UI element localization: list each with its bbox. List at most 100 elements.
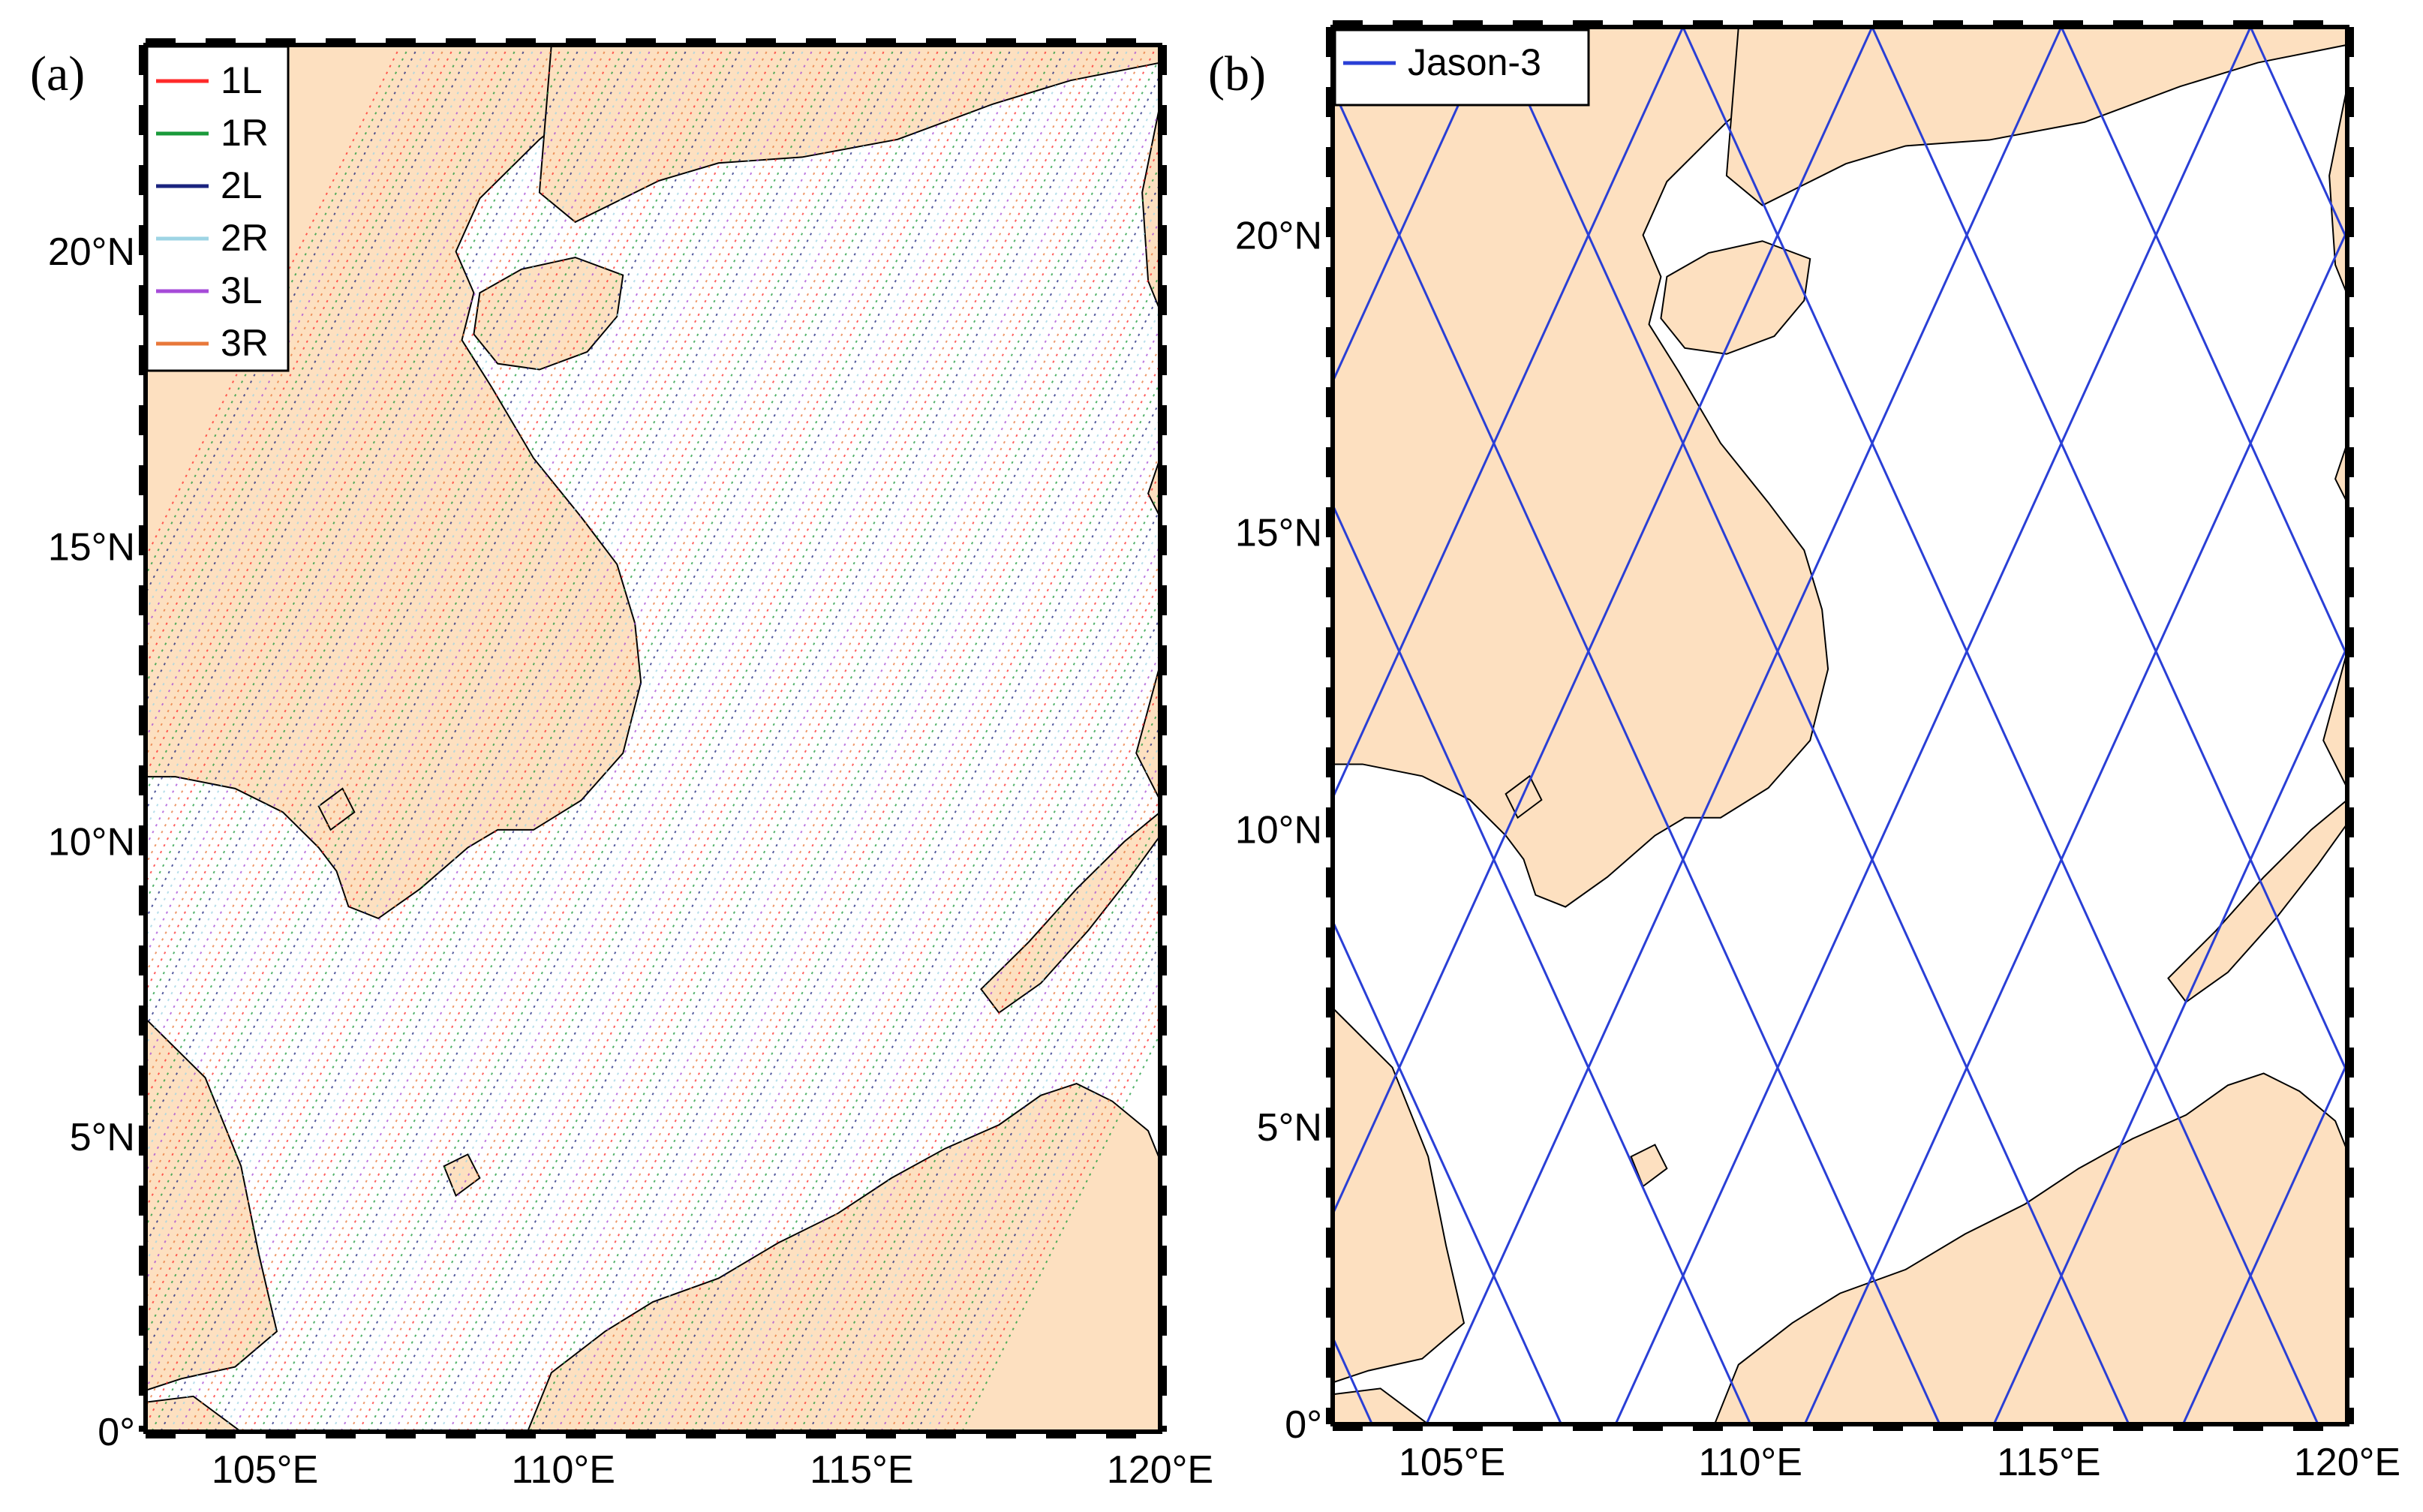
altimeter-track — [160, 45, 852, 1432]
frame-dash — [1326, 327, 1335, 357]
frame-dash — [1326, 1288, 1335, 1318]
y-tick-label: 10°N — [1235, 809, 1322, 852]
frame-dash — [2345, 27, 2354, 57]
altimeter-track — [146, 45, 744, 1247]
frame-dash — [2345, 267, 2354, 297]
frame-dash — [2113, 1422, 2143, 1431]
altimeter-track — [466, 45, 1158, 1432]
frame-dash — [139, 885, 148, 915]
altimeter-track — [146, 45, 735, 1229]
frame-dash — [2293, 20, 2323, 29]
frame-dash — [1933, 1422, 1963, 1431]
frame-dash — [1933, 20, 1963, 29]
altimeter-track — [146, 45, 726, 1210]
altimeter-track — [889, 887, 1160, 1432]
frame-dash — [2345, 567, 2354, 597]
altimeter-track — [925, 960, 1160, 1432]
legend-label: 2R — [221, 217, 269, 259]
altimeter-track — [146, 45, 645, 1048]
frame-dash — [1158, 825, 1167, 855]
frame-dash — [1326, 207, 1335, 237]
frame-dash — [1158, 1306, 1167, 1336]
altimeter-track — [169, 45, 861, 1432]
altimeter-track — [259, 45, 951, 1432]
frame-dash — [446, 1429, 476, 1438]
altimeter-track — [277, 45, 969, 1432]
legend-label: 1R — [221, 112, 269, 154]
x-tick-label: 120°E — [1107, 1448, 1213, 1492]
frame-dash — [1513, 20, 1543, 29]
frame-dash — [986, 38, 1016, 47]
altimeter-track — [241, 45, 933, 1432]
altimeter-track — [727, 561, 1160, 1432]
altimeter-track — [718, 543, 1160, 1432]
altimeter-track — [520, 146, 1160, 1432]
panel-b-frame-dashes — [1326, 20, 2354, 1431]
altimeter-track — [628, 362, 1160, 1432]
altimeter-track — [146, 45, 672, 1102]
frame-dash — [1326, 567, 1335, 597]
frame-dash — [1326, 807, 1335, 837]
frame-dash — [1326, 1048, 1335, 1078]
altimeter-track — [448, 45, 1140, 1432]
altimeter-track — [146, 45, 555, 867]
altimeter-track — [403, 45, 1095, 1432]
frame-dash — [139, 1306, 148, 1336]
frame-dash — [1326, 1168, 1335, 1198]
frame-dash — [139, 285, 148, 315]
altimeter-track — [655, 416, 1160, 1432]
altimeter-track — [146, 45, 618, 993]
frame-dash — [1513, 1422, 1543, 1431]
altimeter-track — [295, 45, 987, 1432]
frame-dash — [2113, 20, 2143, 29]
altimeter-track — [817, 742, 1160, 1432]
y-tick-label: 15°N — [48, 525, 135, 569]
altimeter-track — [146, 45, 546, 849]
y-tick-label: 10°N — [48, 821, 135, 864]
tracks-b — [1333, 27, 2347, 1424]
frame-dash — [139, 225, 148, 255]
altimeter-track — [799, 706, 1160, 1432]
frame-dash — [1106, 38, 1136, 47]
altimeter-track — [880, 869, 1160, 1432]
altimeter-track — [610, 326, 1160, 1432]
frame-dash — [139, 405, 148, 435]
altimeter-track — [146, 45, 600, 957]
frame-dash — [1326, 1108, 1335, 1138]
frame-dash — [1158, 225, 1167, 255]
frame-dash — [1633, 20, 1663, 29]
panel-b-legend: Jason-3 — [1333, 29, 1590, 107]
altimeter-track — [421, 45, 1113, 1432]
altimeter-track — [601, 308, 1160, 1432]
frame-dash — [1158, 1005, 1167, 1036]
jason3-track — [1425, 27, 2063, 1424]
frame-dash — [866, 1429, 896, 1438]
altimeter-track — [862, 833, 1160, 1432]
altimeter-track — [547, 200, 1160, 1432]
legend-label: 2L — [221, 164, 263, 206]
frame-dash — [446, 38, 476, 47]
altimeter-track — [146, 45, 690, 1138]
frame-dash — [2345, 387, 2354, 417]
altimeter-track — [322, 45, 1014, 1432]
frame-dash — [626, 1429, 656, 1438]
frame-dash — [139, 165, 148, 195]
altimeter-track — [146, 45, 717, 1192]
frame-dash — [2345, 87, 2354, 117]
altimeter-track — [331, 45, 1023, 1432]
altimeter-track — [664, 435, 1160, 1432]
frame-dash — [1693, 1422, 1723, 1431]
altimeter-track — [146, 45, 771, 1301]
frame-dash — [1326, 987, 1335, 1018]
altimeter-track — [178, 45, 870, 1432]
altimeter-track — [574, 254, 1160, 1432]
frame-dash — [139, 645, 148, 675]
frame-dash — [506, 1429, 536, 1438]
altimeter-track — [898, 905, 1160, 1432]
frame-dash — [139, 525, 148, 555]
frame-dash — [1813, 20, 1843, 29]
altimeter-track — [146, 45, 834, 1428]
frame-dash — [326, 1429, 356, 1438]
frame-dash — [806, 38, 836, 47]
